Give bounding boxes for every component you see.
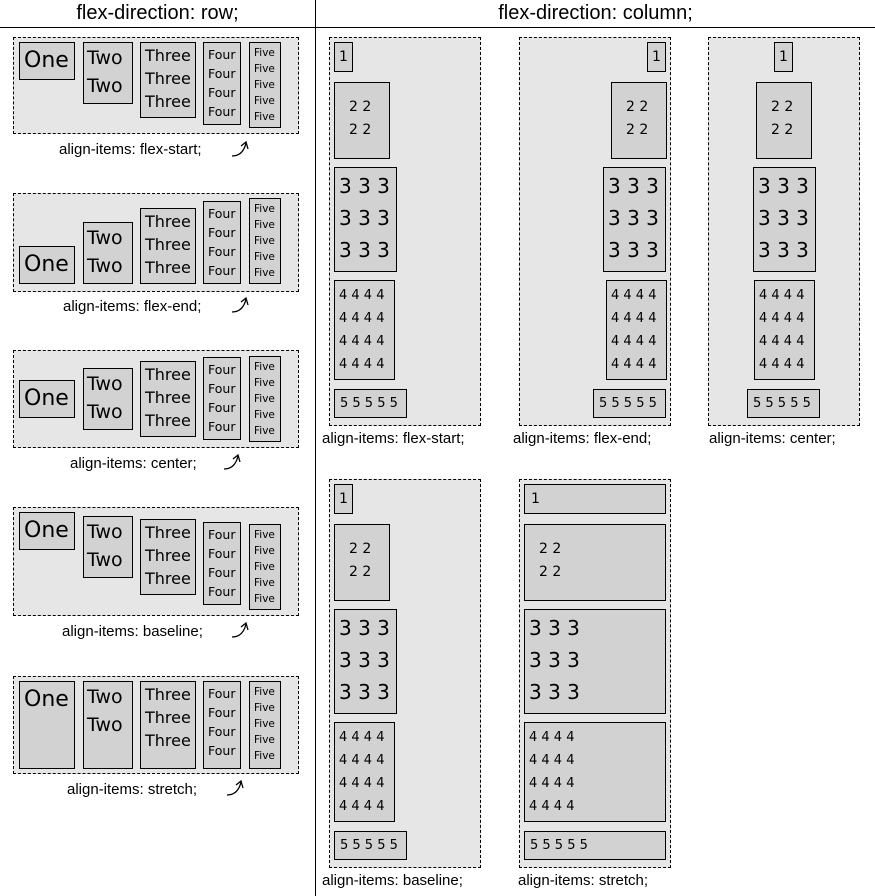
item-one: One: [19, 512, 75, 550]
item-one: One: [19, 380, 75, 418]
item-3: 3 3 3 3 3 3 3 3 3: [753, 167, 816, 272]
item-1: 1: [334, 42, 353, 72]
column-label-flex-end: align-items: flex-end;: [513, 430, 652, 447]
row-label-flex-start: align-items: flex-start;: [59, 141, 202, 158]
column-label-center: align-items: center;: [709, 430, 836, 447]
column-center-container: 1 2 2 2 2 3 3 3 3 3 3 3 3 3 4 4 4 4 4 4 …: [708, 37, 860, 426]
item-two: Two Two: [83, 681, 133, 769]
item-2: 2 2 2 2: [524, 524, 666, 601]
item-three: Three Three Three: [140, 208, 196, 284]
item-2: 2 2 2 2: [334, 524, 390, 601]
item-4: 4 4 4 4 4 4 4 4 4 4 4 4 4 4 4 4: [524, 722, 666, 822]
item-one: One: [19, 42, 75, 80]
item-4: 4 4 4 4 4 4 4 4 4 4 4 4 4 4 4 4: [334, 722, 395, 822]
item-four: Four Four Four Four: [203, 357, 241, 440]
row-flex-end-container: One Two Two Three Three Three Four Four …: [13, 193, 299, 292]
column-flex-end-container: 1 2 2 2 2 3 3 3 3 3 3 3 3 3 4 4 4 4 4 4 …: [519, 37, 671, 426]
item-three: Three Three Three: [140, 361, 196, 437]
item-two: Two Two: [83, 516, 133, 578]
header-column: flex-direction: column;: [498, 2, 693, 24]
item-four: Four Four Four Four: [203, 522, 241, 605]
column-label-flex-start: align-items: flex-start;: [322, 430, 465, 447]
item-five: Five Five Five Five Five: [249, 524, 281, 610]
item-three: Three Three Three: [140, 42, 196, 118]
item-four: Four Four Four Four: [203, 42, 241, 125]
item-4: 4 4 4 4 4 4 4 4 4 4 4 4 4 4 4 4: [334, 280, 395, 380]
column-baseline-container: 1 2 2 2 2 3 3 3 3 3 3 3 3 3 4 4 4 4 4 4 …: [329, 479, 481, 868]
item-two: Two Two: [83, 368, 133, 430]
item-2: 2 2 2 2: [611, 82, 667, 159]
curved-arrow-icon: [231, 621, 249, 638]
item-2: 2 2 2 2: [334, 82, 390, 159]
curved-arrow-icon: [231, 296, 249, 313]
item-5: 5 5 5 5 5: [334, 831, 407, 860]
header-row: flex-direction: row;: [76, 2, 239, 24]
column-divider: [315, 0, 316, 896]
row-label-stretch: align-items: stretch;: [67, 781, 198, 798]
row-baseline-container: One Two Two Three Three Three Four Four …: [13, 507, 299, 616]
item-five: Five Five Five Five Five: [249, 198, 281, 284]
item-5: 5 5 5 5 5: [334, 389, 407, 418]
item-3: 3 3 3 3 3 3 3 3 3: [334, 609, 397, 714]
item-four: Four Four Four Four: [203, 201, 241, 284]
item-three: Three Three Three: [140, 681, 196, 769]
curved-arrow-icon: [223, 453, 241, 470]
item-five: Five Five Five Five Five: [249, 356, 281, 442]
curved-arrow-icon: [226, 779, 244, 796]
row-label-center: align-items: center;: [70, 455, 197, 472]
item-2: 2 2 2 2: [756, 82, 812, 159]
column-stretch-container: 1 2 2 2 2 3 3 3 3 3 3 3 3 3 4 4 4 4 4 4 …: [519, 479, 671, 868]
item-3: 3 3 3 3 3 3 3 3 3: [603, 167, 666, 272]
item-5: 5 5 5 5 5: [524, 831, 666, 860]
item-one: One: [19, 681, 75, 769]
row-center-container: One Two Two Three Three Three Four Four …: [13, 350, 299, 448]
row-label-flex-end: align-items: flex-end;: [63, 298, 202, 315]
item-1: 1: [334, 484, 353, 514]
item-4: 4 4 4 4 4 4 4 4 4 4 4 4 4 4 4 4: [754, 280, 815, 380]
column-label-stretch: align-items: stretch;: [518, 872, 649, 889]
item-five: Five Five Five Five Five: [249, 681, 281, 769]
item-1: 1: [524, 484, 666, 514]
row-stretch-container: One Two Two Three Three Three Four Four …: [13, 676, 299, 774]
item-one: One: [19, 246, 75, 284]
curved-arrow-icon: [231, 140, 249, 157]
item-two: Two Two: [83, 42, 133, 104]
item-two: Two Two: [83, 222, 133, 284]
item-3: 3 3 3 3 3 3 3 3 3: [524, 609, 666, 714]
item-four: Four Four Four Four: [203, 681, 241, 769]
header-divider: [0, 27, 875, 28]
item-5: 5 5 5 5 5: [593, 389, 666, 418]
item-five: Five Five Five Five Five: [249, 42, 281, 128]
item-1: 1: [647, 42, 666, 72]
column-flex-start-container: 1 2 2 2 2 3 3 3 3 3 3 3 3 3 4 4 4 4 4 4 …: [329, 37, 481, 426]
row-label-baseline: align-items: baseline;: [62, 623, 203, 640]
item-three: Three Three Three: [140, 519, 196, 595]
column-label-baseline: align-items: baseline;: [322, 872, 463, 889]
item-5: 5 5 5 5 5: [747, 389, 820, 418]
item-4: 4 4 4 4 4 4 4 4 4 4 4 4 4 4 4 4: [606, 280, 667, 380]
item-3: 3 3 3 3 3 3 3 3 3: [334, 167, 397, 272]
item-1: 1: [774, 42, 793, 72]
row-flex-start-container: One Two Two Three Three Three Four Four …: [13, 37, 299, 134]
